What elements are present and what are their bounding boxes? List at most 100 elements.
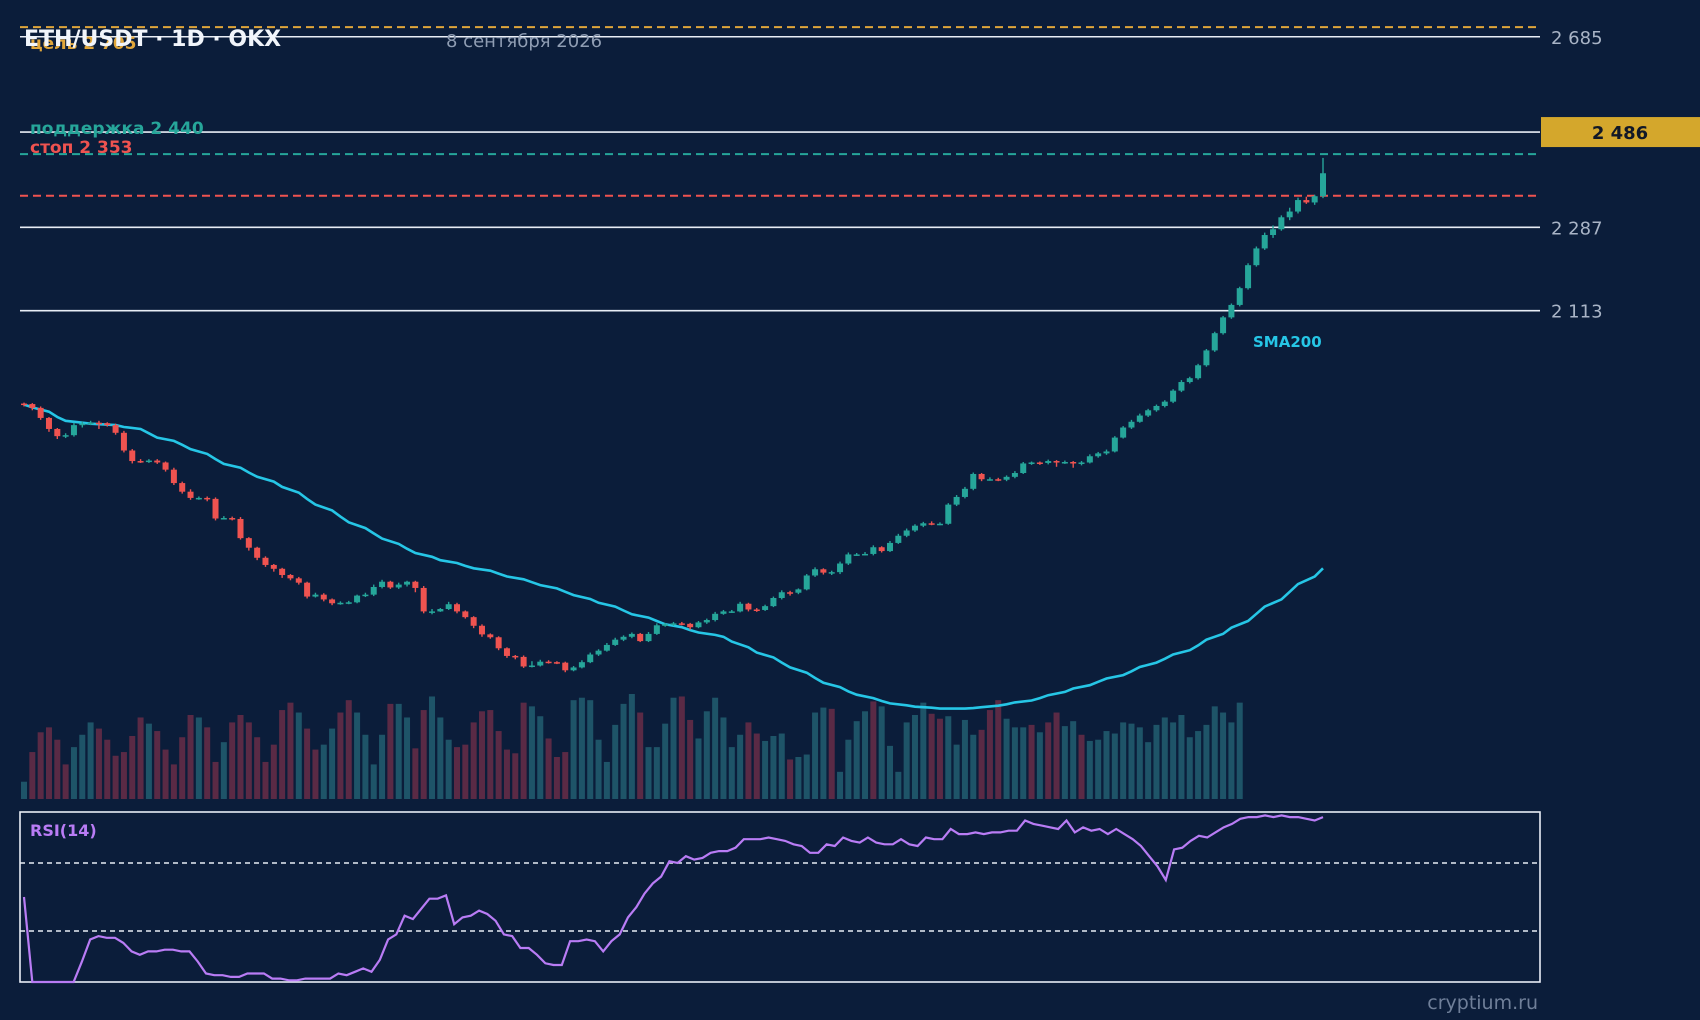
volume-bar — [978, 729, 985, 799]
volume-bar — [21, 781, 27, 799]
candle-body — [1011, 473, 1018, 477]
volume-bar — [1161, 717, 1168, 799]
candle-body — [1245, 265, 1252, 289]
candle-body — [720, 611, 727, 614]
volume-bar — [828, 708, 835, 799]
candle-body — [645, 633, 652, 642]
candle-body — [1320, 173, 1326, 197]
volume-bar — [429, 696, 436, 799]
candle-body — [1311, 196, 1318, 203]
candle-body — [820, 569, 827, 573]
candle-body — [695, 622, 702, 628]
candle-body — [262, 557, 269, 565]
candle-body — [395, 584, 402, 588]
candle-body — [662, 624, 669, 626]
candle-body — [21, 403, 27, 406]
volume-bar — [487, 710, 494, 799]
candle-body — [1253, 248, 1260, 266]
volume-bar — [120, 752, 127, 799]
candle-body — [1120, 427, 1127, 438]
candle-body — [961, 488, 968, 497]
candle-body — [129, 450, 136, 462]
candle-body — [870, 547, 877, 554]
candle-body — [312, 594, 319, 597]
volume-bar — [936, 718, 943, 799]
candle-body — [812, 569, 819, 576]
volume-bar — [1178, 715, 1185, 799]
volume-bar — [678, 696, 685, 799]
candle-body — [329, 599, 336, 604]
candle-body — [454, 604, 460, 612]
volume-bar — [887, 745, 893, 799]
candle-body — [29, 404, 36, 408]
price-axis-label: 2 287 — [1551, 218, 1603, 239]
candle-body — [837, 563, 844, 573]
volume-bar — [70, 747, 77, 799]
candle-body — [1053, 461, 1060, 463]
sma200-line — [23, 403, 1324, 710]
volume-bar — [995, 700, 1002, 799]
candle-body — [520, 656, 527, 667]
volume-bar — [345, 700, 352, 799]
candle-body — [936, 523, 943, 526]
volume-bar — [437, 717, 444, 799]
candle-body — [487, 634, 494, 638]
candle-body — [45, 417, 52, 429]
volume-bar — [1078, 734, 1085, 799]
candle-body — [1211, 333, 1218, 351]
candle-body — [1278, 217, 1285, 230]
volume-bar — [687, 719, 694, 799]
candle-body — [1153, 405, 1160, 411]
volume-bar — [503, 749, 510, 799]
candle-body — [470, 617, 477, 626]
volume-bar — [62, 764, 69, 799]
candle-body — [620, 636, 627, 640]
candle-body — [270, 564, 277, 569]
candle-body — [970, 473, 977, 489]
candle-body — [703, 620, 710, 623]
volume-bar — [95, 728, 102, 799]
volume-bar — [1020, 727, 1027, 799]
volume-bar — [812, 712, 819, 799]
volume-bar — [1128, 723, 1135, 799]
volume-bar — [878, 706, 885, 799]
volume-bar — [1236, 702, 1243, 799]
candle-body — [220, 518, 227, 520]
candle-body — [953, 496, 960, 505]
volume-bar — [370, 764, 377, 799]
volume-bar — [1195, 731, 1202, 799]
volume-bar — [1070, 721, 1077, 799]
candle-body — [770, 598, 777, 607]
volume-bar — [837, 771, 844, 799]
volume-bar — [628, 694, 635, 799]
volume-bar — [778, 733, 785, 799]
candle-body — [170, 469, 177, 484]
volume-bar — [295, 712, 302, 799]
volume-bar — [620, 703, 627, 799]
candle-body — [187, 491, 194, 498]
candle-body — [1036, 462, 1043, 464]
candle-body — [1020, 463, 1027, 474]
volume-bar — [79, 734, 86, 799]
volume-bar — [420, 710, 427, 799]
candle-body — [204, 497, 211, 500]
volume-bar — [1211, 706, 1218, 799]
candle-body — [112, 425, 119, 433]
candle-body — [528, 665, 535, 668]
volume-bar — [104, 739, 111, 799]
volume-bar — [603, 761, 610, 799]
candle-body — [678, 623, 685, 625]
volume-bar — [454, 747, 460, 799]
volume-bar — [595, 739, 602, 799]
chart-title: ETH/USDT · 1D · OKX — [24, 27, 282, 52]
candle-body — [995, 479, 1002, 481]
volume-bar — [737, 734, 744, 799]
watermark: cryptium.ru — [1427, 992, 1538, 1014]
candle-body — [687, 623, 694, 628]
candle-body — [887, 542, 893, 552]
candle-body — [462, 611, 469, 618]
candle-body — [578, 662, 585, 668]
support-label: поддержка 2 440 — [30, 119, 204, 139]
candle-body — [445, 604, 452, 610]
